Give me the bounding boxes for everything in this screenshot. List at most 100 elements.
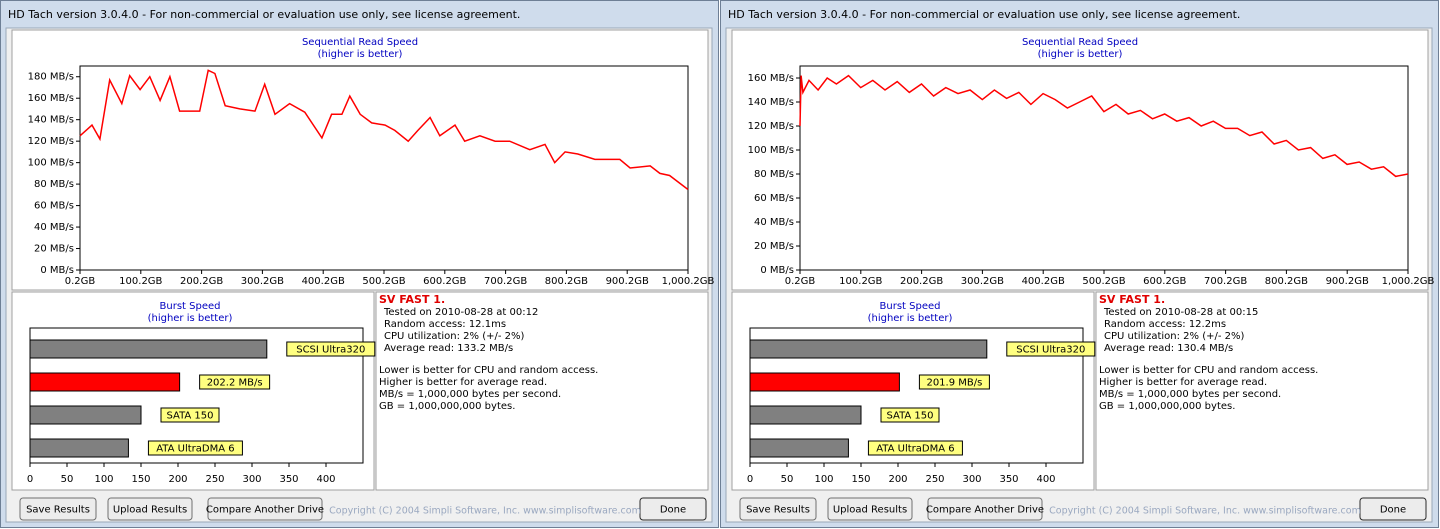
bar-label: SCSI Ultra320 (1016, 345, 1085, 356)
plot-area (799, 65, 1409, 271)
bar-label-box (1006, 341, 1096, 357)
plot-area (79, 65, 689, 271)
y-tick-label: 140 MB/s (748, 97, 794, 108)
bar-label-box (867, 440, 963, 456)
bar-label: SCSI Ultra320 (296, 345, 365, 356)
chart-title: Sequential Read Speed (1022, 37, 1138, 48)
y-tick-label: 160 MB/s (28, 93, 74, 104)
x-tick-label: 300.2GB (961, 276, 1004, 287)
y-tick-label: 40 MB/s (754, 217, 794, 228)
y-tick-label: 60 MB/s (34, 201, 74, 212)
button-label[interactable]: Upload Results (833, 505, 907, 516)
x-tick-label: 600.2GB (423, 276, 466, 287)
button-face[interactable] (1359, 497, 1427, 521)
x-tick-label: 300.2GB (241, 276, 284, 287)
y-tick-label: 160 MB/s (748, 73, 794, 84)
button-face[interactable] (827, 497, 913, 521)
button-label[interactable]: Compare Another Drive (926, 505, 1044, 516)
y-tick-label: 80 MB/s (754, 169, 794, 180)
y-tick-label: 120 MB/s (748, 121, 794, 132)
button-label[interactable]: Done (1380, 505, 1406, 516)
burst-bar (29, 339, 268, 359)
y-tick-label: 20 MB/s (34, 244, 74, 255)
read-speed-line (79, 69, 689, 191)
button[interactable]: Save Results (19, 497, 97, 521)
x-tick-label: 0 (27, 474, 33, 485)
info-line: Random access: 12.1ms (384, 319, 506, 330)
button-face[interactable] (107, 497, 193, 521)
chart-subtitle: (higher is better) (1038, 49, 1123, 60)
button[interactable]: Upload Results (107, 497, 193, 521)
y-tick-label: 40 MB/s (34, 222, 74, 233)
info-heading: SV FAST 1. (1099, 293, 1165, 306)
x-tick-label: 200.2GB (900, 276, 943, 287)
bar-label: ATA UltraDMA 6 (156, 444, 234, 455)
button-face[interactable] (19, 497, 97, 521)
button[interactable]: Compare Another Drive (926, 497, 1044, 521)
y-tick-label: 20 MB/s (754, 241, 794, 252)
x-tick-label: 100.2GB (839, 276, 882, 287)
window: HD Tach version 3.0.4.0 - For non-commer… (720, 0, 1439, 528)
button[interactable]: Compare Another Drive (206, 497, 324, 521)
y-tick-label: 60 MB/s (754, 193, 794, 204)
x-tick-label: 1,000.2GB (662, 276, 715, 287)
chart-title: Sequential Read Speed (302, 37, 418, 48)
y-tick-label: 0 MB/s (40, 265, 74, 276)
y-tick-label: 120 MB/s (28, 136, 74, 147)
button[interactable]: Done (1359, 497, 1427, 521)
info-note: MB/s = 1,000,000 bytes per second. (379, 389, 561, 400)
x-tick-label: 100 (814, 474, 833, 485)
x-tick-label: 400.2GB (302, 276, 345, 287)
button-label[interactable]: Done (660, 505, 686, 516)
button-face[interactable] (927, 497, 1043, 521)
x-tick-label: 200 (888, 474, 907, 485)
x-tick-label: 150 (131, 474, 150, 485)
x-tick-label: 500.2GB (1082, 276, 1125, 287)
button-label[interactable]: Upload Results (113, 505, 187, 516)
x-tick-label: 300 (962, 474, 981, 485)
info-line: Tested on 2010-08-28 at 00:15 (1103, 307, 1258, 318)
button[interactable]: Save Results (739, 497, 817, 521)
burst-bar (749, 339, 988, 359)
info-note: Higher is better for average read. (1099, 377, 1267, 388)
info-line: Average read: 133.2 MB/s (384, 343, 513, 354)
window-title: HD Tach version 3.0.4.0 - For non-commer… (728, 8, 1240, 21)
x-tick-label: 0.2GB (785, 276, 816, 287)
info-note: Higher is better for average read. (379, 377, 547, 388)
info-note: GB = 1,000,000,000 bytes. (379, 401, 515, 412)
info-note: Lower is better for CPU and random acces… (379, 365, 598, 376)
button-label[interactable]: Save Results (746, 505, 810, 516)
info-line: Tested on 2010-08-28 at 00:12 (383, 307, 538, 318)
y-tick-label: 180 MB/s (28, 72, 74, 83)
bar-label: SATA 150 (886, 411, 933, 422)
window: HD Tach version 3.0.4.0 - For non-commer… (0, 0, 719, 528)
x-tick-label: 800.2GB (545, 276, 588, 287)
x-tick-label: 300 (242, 474, 261, 485)
burst-subtitle: (higher is better) (868, 313, 953, 324)
button-label[interactable]: Save Results (26, 505, 90, 516)
bar-label-box (286, 341, 376, 357)
info-note: MB/s = 1,000,000 bytes per second. (1099, 389, 1281, 400)
x-tick-label: 800.2GB (1265, 276, 1308, 287)
bar-label-box (147, 440, 243, 456)
y-tick-label: 0 MB/s (760, 265, 794, 276)
burst-bar (749, 438, 849, 458)
button-face[interactable] (207, 497, 323, 521)
button[interactable]: Upload Results (827, 497, 913, 521)
button[interactable]: Done (639, 497, 707, 521)
bar-label: ATA UltraDMA 6 (876, 444, 954, 455)
button-face[interactable] (639, 497, 707, 521)
x-tick-label: 900.2GB (606, 276, 649, 287)
x-tick-label: 100 (94, 474, 113, 485)
button-label[interactable]: Compare Another Drive (206, 505, 324, 516)
bar-label: 202.2 MB/s (207, 378, 263, 389)
info-line: CPU utilization: 2% (+/- 2%) (1104, 331, 1245, 342)
x-tick-label: 100.2GB (119, 276, 162, 287)
button-face[interactable] (739, 497, 817, 521)
x-tick-label: 200 (168, 474, 187, 485)
x-tick-label: 0.2GB (65, 276, 96, 287)
x-tick-label: 150 (851, 474, 870, 485)
bar-label-box (880, 407, 940, 423)
x-tick-label: 400 (316, 474, 335, 485)
x-tick-label: 600.2GB (1143, 276, 1186, 287)
